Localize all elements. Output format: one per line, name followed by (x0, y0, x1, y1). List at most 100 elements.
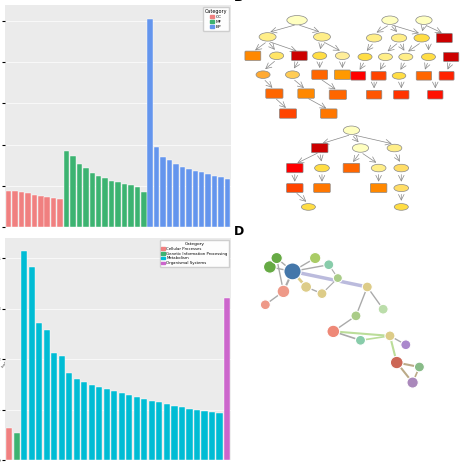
Bar (205, 174, 211, 227)
FancyBboxPatch shape (371, 72, 386, 80)
Bar (141, 192, 146, 227)
Ellipse shape (313, 52, 327, 60)
Circle shape (327, 325, 340, 338)
Circle shape (391, 356, 403, 369)
FancyBboxPatch shape (312, 70, 328, 80)
FancyBboxPatch shape (286, 163, 303, 173)
Bar (44, 330, 50, 460)
Circle shape (351, 311, 361, 321)
Bar (126, 395, 132, 460)
Circle shape (324, 260, 334, 270)
Circle shape (385, 331, 395, 341)
FancyBboxPatch shape (311, 143, 328, 153)
Bar (51, 353, 57, 460)
Text: term7: term7 (46, 360, 54, 369)
Circle shape (414, 362, 424, 372)
Bar (96, 176, 101, 227)
Bar (38, 196, 44, 227)
Ellipse shape (366, 34, 382, 42)
Ellipse shape (358, 53, 372, 60)
Bar (109, 180, 114, 227)
Bar (164, 404, 170, 460)
FancyBboxPatch shape (292, 51, 307, 60)
Bar (128, 186, 134, 227)
Circle shape (271, 252, 283, 264)
Bar (25, 193, 31, 227)
Text: term1: term1 (7, 360, 15, 369)
Circle shape (310, 252, 321, 264)
Text: term26: term26 (167, 360, 176, 370)
Ellipse shape (313, 33, 330, 41)
Text: term22: term22 (141, 360, 150, 370)
Ellipse shape (301, 204, 315, 210)
Bar (194, 410, 200, 460)
Bar (201, 412, 208, 460)
Circle shape (260, 300, 270, 310)
Ellipse shape (371, 164, 386, 172)
Bar (141, 399, 147, 460)
Ellipse shape (416, 16, 432, 25)
Bar (19, 192, 24, 227)
Text: term31: term31 (199, 360, 208, 370)
Bar (180, 167, 185, 227)
Ellipse shape (352, 144, 369, 152)
Circle shape (362, 282, 372, 292)
Ellipse shape (287, 15, 307, 25)
Bar (173, 164, 179, 227)
Bar (171, 406, 177, 460)
FancyBboxPatch shape (245, 51, 261, 60)
Bar (83, 168, 89, 227)
Text: term34: term34 (218, 360, 228, 370)
Circle shape (301, 282, 311, 292)
Bar (122, 184, 127, 227)
Circle shape (401, 340, 411, 350)
FancyBboxPatch shape (314, 184, 330, 193)
Text: term27: term27 (173, 360, 182, 370)
Ellipse shape (378, 53, 392, 60)
Text: term28: term28 (180, 360, 189, 370)
Ellipse shape (343, 126, 360, 134)
Ellipse shape (394, 204, 408, 210)
Bar (51, 198, 56, 227)
FancyBboxPatch shape (329, 90, 346, 100)
Text: term3: term3 (20, 360, 28, 369)
Bar (154, 147, 159, 227)
Bar (135, 187, 140, 227)
FancyBboxPatch shape (437, 33, 452, 43)
Ellipse shape (421, 53, 436, 60)
Ellipse shape (414, 34, 429, 42)
Text: term24: term24 (154, 360, 163, 370)
Text: term30: term30 (192, 360, 202, 370)
Legend: Cellular Processes, Genetic Information Processing, Metabolism, Organismal Syste: Cellular Processes, Genetic Information … (160, 240, 229, 267)
Ellipse shape (392, 34, 407, 42)
Ellipse shape (335, 52, 349, 60)
Text: B: B (234, 0, 243, 4)
Circle shape (407, 377, 418, 388)
Bar (73, 379, 80, 460)
Bar (224, 298, 230, 460)
Text: term4: term4 (26, 360, 34, 369)
Bar (45, 197, 50, 227)
Text: term29: term29 (186, 360, 195, 370)
Bar (216, 413, 222, 460)
Bar (57, 199, 63, 227)
Bar (111, 391, 118, 460)
Ellipse shape (382, 16, 398, 25)
Bar (212, 176, 218, 227)
Text: term23: term23 (147, 360, 157, 370)
Bar (21, 251, 27, 460)
Bar (186, 409, 192, 460)
Text: term33: term33 (212, 360, 221, 370)
Ellipse shape (256, 71, 270, 79)
Text: term32: term32 (205, 360, 215, 370)
Bar (6, 427, 12, 460)
Bar (77, 164, 82, 227)
Bar (167, 160, 172, 227)
Text: term2: term2 (13, 360, 21, 369)
Circle shape (356, 335, 365, 345)
Circle shape (284, 263, 301, 280)
FancyBboxPatch shape (366, 90, 382, 99)
FancyBboxPatch shape (428, 90, 443, 99)
Bar (32, 195, 37, 227)
Text: term19: term19 (122, 360, 131, 370)
